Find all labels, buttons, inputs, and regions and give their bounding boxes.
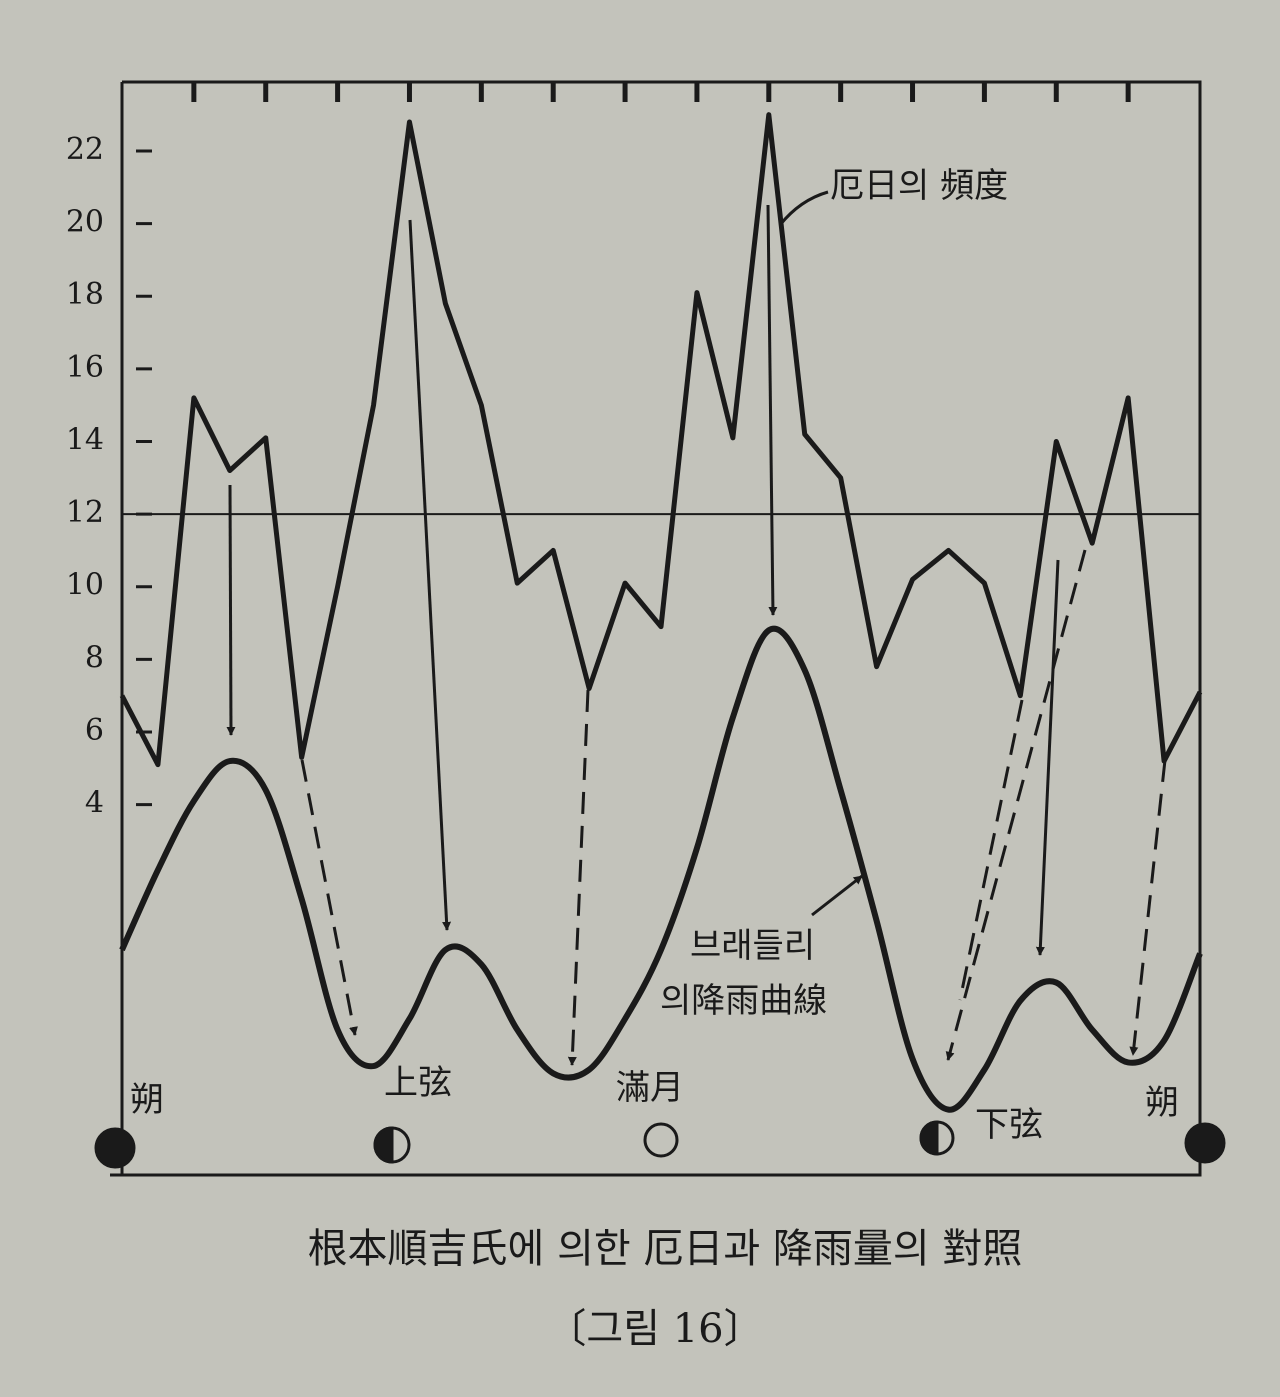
arrow [226,484,236,736]
y-tick-label: 18 [66,277,104,312]
y-tick-label: 4 [85,786,104,821]
arrow [300,759,358,1036]
full-moon [643,1122,679,1158]
arrows [226,190,1167,1066]
annotation: 의降雨曲線 [660,981,827,1021]
figure-label: 〔그림 16〕 [546,1306,763,1352]
new-moon [1184,1122,1226,1164]
new-moon [94,1127,136,1169]
moons [94,1120,1226,1169]
frame-lines [110,80,1202,1177]
moon-label: 下弦 [975,1105,1043,1145]
moon-label: 朔 [1145,1083,1179,1123]
caption: 根本順吉氏에 의한 厄日과 降雨量의 對照 [308,1226,1023,1272]
arrow [1129,759,1167,1056]
first-quarter-fill [373,1126,394,1164]
moon-label: 朔 [130,1080,164,1120]
annotation: 브래들리 [690,926,815,966]
y-tick-label: 12 [66,495,104,530]
leader [811,874,863,917]
arrow [945,549,1087,1061]
y-tick-label: 6 [85,713,104,748]
arrow [958,699,1024,1001]
series-line [119,112,1203,768]
arrow [567,689,590,1066]
y-tick-label: 20 [66,205,104,240]
arrow [1035,559,1060,956]
y-tick-label: 14 [66,422,104,457]
moon-label: 滿月 [616,1068,684,1108]
annotation: 厄日의 頻度 [830,166,1008,206]
arrow [766,204,778,616]
series-line [119,625,1203,1113]
y-tick-label: 16 [66,350,104,385]
moon-label: 上弦 [384,1063,452,1103]
frame [110,80,1202,1177]
last-quarter-fill [919,1120,939,1156]
y-tick-label: 22 [66,132,104,167]
y-tick-label: 10 [66,568,104,603]
arrow [408,219,452,931]
leader [778,190,829,226]
y-tick-label: 8 [85,640,104,675]
